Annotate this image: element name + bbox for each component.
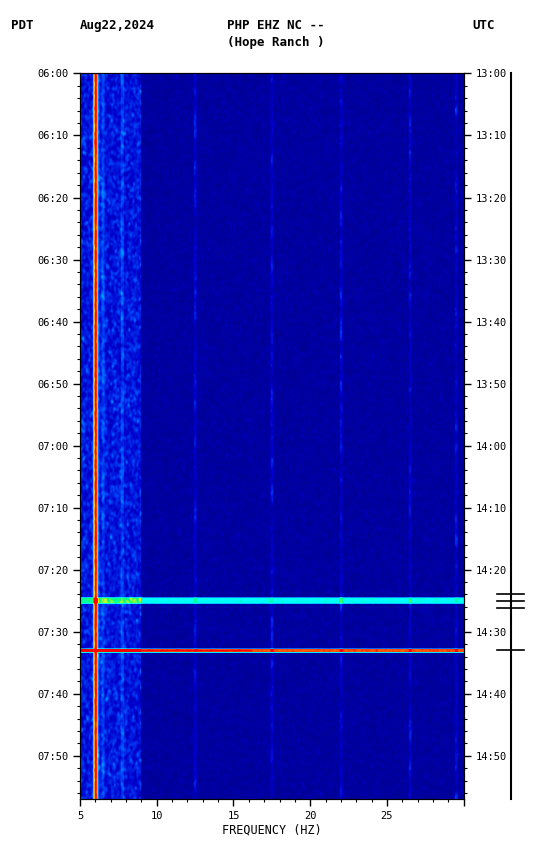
Text: Aug22,2024: Aug22,2024: [80, 19, 155, 32]
Text: PDT: PDT: [11, 19, 34, 32]
Text: UTC: UTC: [472, 19, 495, 32]
X-axis label: FREQUENCY (HZ): FREQUENCY (HZ): [222, 823, 322, 836]
Text: PHP EHZ NC --: PHP EHZ NC --: [227, 19, 325, 32]
Text: (Hope Ranch ): (Hope Ranch ): [227, 36, 325, 49]
